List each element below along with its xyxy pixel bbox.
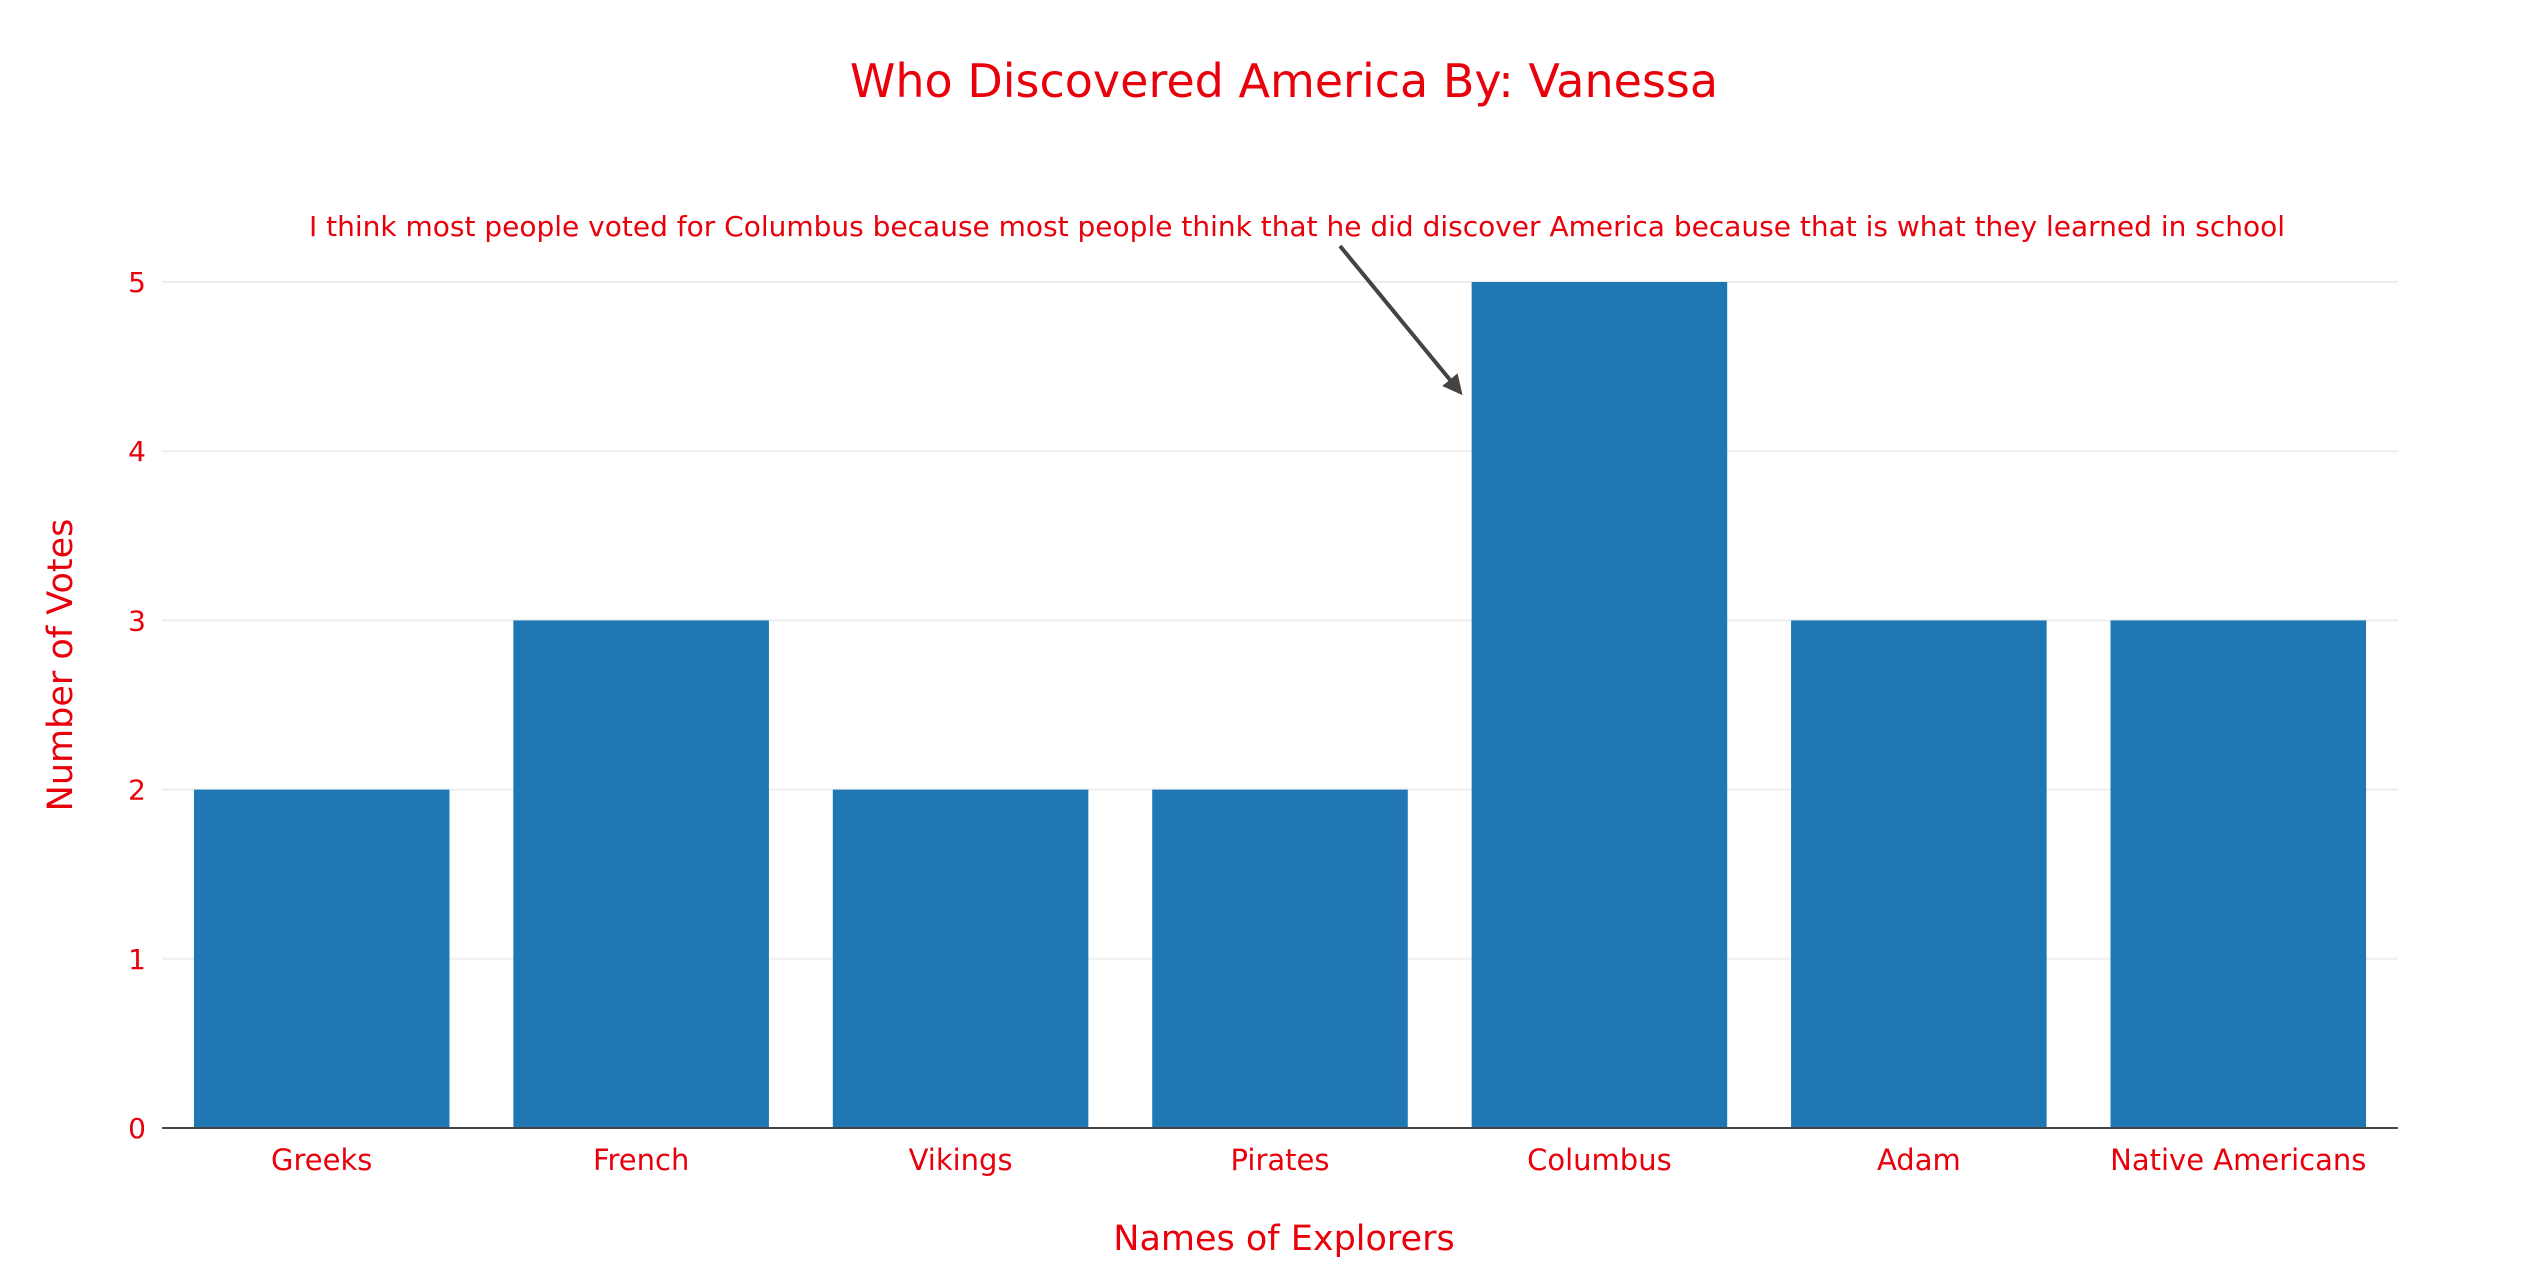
x-tick-label: Columbus [1527, 1143, 1672, 1177]
x-tick-label: Greeks [271, 1143, 372, 1177]
labels: Who Discovered America By: Vanessa Names… [41, 54, 2285, 1259]
y-tick-label: 5 [128, 266, 146, 299]
bar-greeks[interactable] [193, 789, 450, 1128]
chart-title: Who Discovered America By: Vanessa [850, 54, 1718, 108]
bar-pirates[interactable] [1152, 789, 1408, 1128]
y-tick-label: 4 [128, 435, 146, 468]
annotation-arrow [1338, 244, 1463, 396]
y-axis-title: Number of Votes [41, 519, 81, 812]
bar-adam[interactable] [1791, 620, 2047, 1128]
axes: 0 1 2 3 4 5 Greeks French Vikings Pirates Columbus… [128, 266, 2398, 1177]
y-tick-label: 1 [128, 943, 146, 976]
y-tick-label: 0 [128, 1112, 146, 1145]
bar-french[interactable] [513, 620, 769, 1128]
y-tick-label: 3 [128, 604, 146, 637]
x-axis-title: Names of Explorers [1113, 1219, 1454, 1259]
bar-vikings[interactable] [832, 789, 1089, 1128]
x-tick-label: Native Americans [2110, 1143, 2366, 1177]
bar-columbus[interactable] [1471, 282, 1728, 1128]
x-tick-label: Vikings [909, 1143, 1013, 1177]
x-tick-label: Pirates [1231, 1143, 1330, 1177]
x-tick-label: Adam [1877, 1143, 1961, 1177]
annotation-text: I think most people voted for Columbus b… [309, 210, 2285, 243]
bars [193, 282, 2367, 1128]
y-tick-label: 2 [128, 774, 146, 807]
bar-native-americans[interactable] [2110, 620, 2367, 1128]
x-tick-label: French [593, 1143, 689, 1177]
